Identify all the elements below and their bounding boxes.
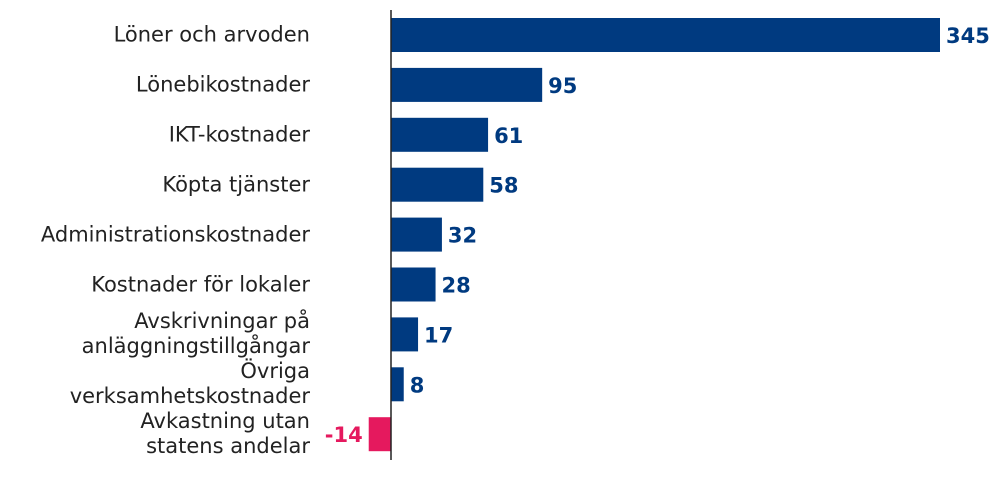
bar — [391, 67, 543, 102]
value-label: 95 — [548, 74, 577, 98]
bar — [391, 18, 940, 52]
bar — [391, 167, 484, 202]
bar — [391, 317, 419, 352]
value-label: 17 — [424, 323, 453, 347]
bar — [391, 217, 442, 252]
category-label: Löner och arvoden — [113, 22, 310, 47]
category-label: Lönebikostnader — [135, 72, 310, 97]
category-label: Administrationskostnader — [40, 222, 310, 247]
value-label: 32 — [448, 224, 477, 248]
category-label: Kostnader för lokaler — [91, 272, 310, 296]
category-label: Avkastning utan statens andelar — [140, 409, 310, 459]
category-label: Övriga verksamhetskostnader — [69, 359, 310, 409]
category-label: IKT-kostnader — [168, 122, 310, 147]
value-label: 28 — [442, 274, 471, 298]
bar — [391, 117, 489, 152]
category-label: Köpta tjänster — [162, 172, 310, 197]
value-label: 345 — [946, 24, 990, 48]
value-label: 8 — [410, 373, 425, 397]
category-label: Avskrivningar på anläggningstillgångar — [81, 309, 310, 359]
bar — [391, 267, 436, 302]
bar — [391, 367, 404, 402]
value-label: 61 — [494, 124, 523, 148]
value-label: 58 — [489, 174, 518, 198]
bar — [368, 417, 391, 452]
value-label: -14 — [325, 423, 363, 447]
